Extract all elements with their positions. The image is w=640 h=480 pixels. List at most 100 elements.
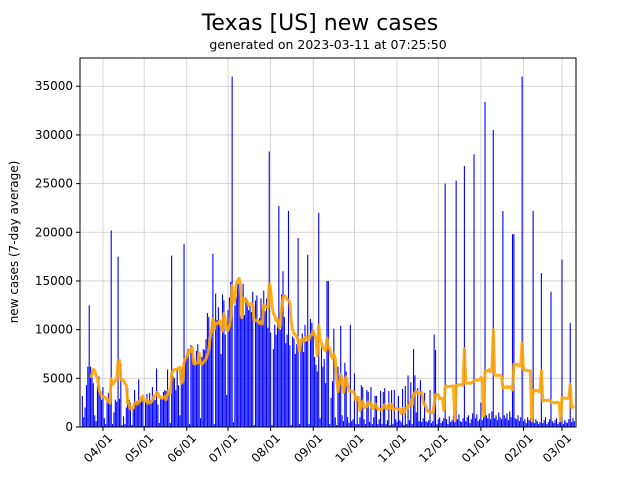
bar bbox=[182, 366, 184, 427]
x-tick-label: 08/01 bbox=[249, 431, 283, 465]
bar bbox=[265, 298, 268, 427]
bar bbox=[503, 415, 505, 427]
bar bbox=[162, 391, 164, 427]
bar bbox=[285, 343, 287, 427]
bar bbox=[342, 421, 345, 427]
bar bbox=[315, 364, 317, 427]
bar bbox=[228, 297, 230, 427]
bar bbox=[422, 418, 424, 427]
bar bbox=[525, 423, 527, 427]
x-tick-label: 03/01 bbox=[540, 431, 574, 465]
bar bbox=[392, 424, 394, 427]
bar bbox=[147, 401, 149, 427]
bar bbox=[106, 398, 108, 427]
bar bbox=[500, 419, 503, 427]
bar bbox=[232, 422, 235, 427]
y-tick-label: 30000 bbox=[35, 128, 73, 142]
bar bbox=[165, 390, 167, 427]
bar bbox=[105, 424, 107, 427]
bar bbox=[404, 386, 406, 427]
bar bbox=[120, 363, 122, 427]
bar bbox=[309, 318, 312, 427]
bar bbox=[146, 393, 148, 427]
bar bbox=[345, 371, 347, 427]
bar bbox=[458, 414, 460, 427]
bar bbox=[473, 154, 475, 427]
bar bbox=[411, 424, 413, 427]
bar bbox=[272, 349, 274, 427]
bar bbox=[124, 424, 126, 427]
bar bbox=[168, 391, 170, 427]
y-tick-label: 10000 bbox=[35, 323, 73, 337]
bar bbox=[531, 422, 533, 427]
bar bbox=[538, 424, 540, 427]
bar bbox=[478, 419, 481, 427]
bar bbox=[190, 345, 192, 427]
bar bbox=[440, 423, 442, 427]
bar bbox=[554, 420, 556, 427]
bar bbox=[238, 283, 240, 427]
bar bbox=[245, 297, 247, 427]
bar bbox=[264, 311, 266, 427]
bar bbox=[85, 385, 88, 427]
bar bbox=[107, 392, 109, 427]
bar bbox=[194, 363, 196, 427]
bar bbox=[385, 424, 387, 427]
bar bbox=[290, 425, 292, 427]
bar bbox=[226, 394, 228, 427]
bar bbox=[150, 400, 152, 427]
bar bbox=[173, 378, 175, 427]
bar bbox=[243, 315, 246, 427]
bar bbox=[546, 424, 548, 427]
bar bbox=[113, 412, 115, 427]
bar bbox=[249, 305, 251, 427]
bar bbox=[180, 369, 182, 427]
bar bbox=[521, 76, 523, 427]
bar bbox=[213, 424, 215, 427]
bar bbox=[397, 395, 399, 427]
bar bbox=[480, 402, 482, 427]
bar bbox=[491, 411, 493, 427]
bar bbox=[253, 425, 255, 427]
bar bbox=[231, 76, 233, 427]
bar bbox=[151, 387, 153, 427]
bar bbox=[450, 422, 452, 427]
bar bbox=[348, 423, 350, 427]
bar bbox=[533, 423, 536, 427]
bar bbox=[94, 415, 96, 427]
bar bbox=[188, 424, 191, 427]
bar bbox=[562, 424, 564, 427]
y-tick-label: 35000 bbox=[35, 79, 73, 93]
bar bbox=[260, 298, 262, 427]
bar bbox=[366, 390, 368, 427]
bar bbox=[469, 423, 471, 427]
bar bbox=[499, 417, 501, 427]
bar bbox=[400, 422, 402, 427]
bar bbox=[149, 392, 151, 427]
bar bbox=[235, 296, 237, 427]
bar bbox=[90, 366, 92, 427]
bar bbox=[564, 420, 566, 427]
bar bbox=[242, 283, 244, 427]
plot-frame bbox=[79, 57, 577, 428]
bar bbox=[517, 415, 519, 427]
bar bbox=[344, 362, 346, 427]
y-tick-label: 0 bbox=[65, 420, 73, 434]
bar bbox=[432, 421, 434, 427]
bar bbox=[461, 422, 463, 427]
bar bbox=[278, 205, 280, 427]
bar bbox=[158, 423, 160, 427]
bar bbox=[466, 417, 468, 427]
bar bbox=[156, 368, 158, 427]
bar bbox=[337, 366, 339, 427]
bar bbox=[287, 210, 290, 427]
bar bbox=[323, 358, 325, 427]
bar bbox=[456, 419, 459, 427]
bar bbox=[472, 413, 474, 427]
bar bbox=[481, 420, 483, 427]
bar bbox=[320, 346, 323, 427]
chart-subtitle: generated on 2023-03-11 at 07:25:50 bbox=[209, 37, 446, 52]
y-tick-label: 15000 bbox=[35, 274, 73, 288]
bar bbox=[300, 345, 302, 427]
bar bbox=[263, 290, 265, 427]
